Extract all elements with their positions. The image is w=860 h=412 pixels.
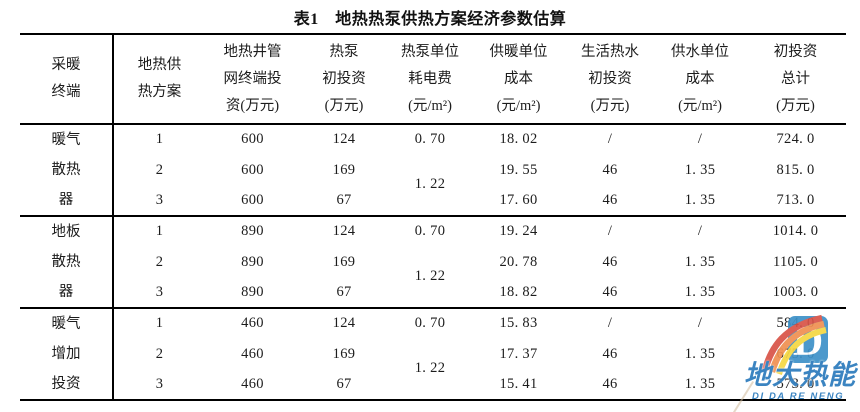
cell-scheme: 3 [155, 376, 164, 392]
cell-heating-cost: 15. 83 [499, 315, 538, 331]
cell-scheme: 3 [155, 192, 164, 208]
table-row: 3 890 67 18. 82 46 1. 35 1003. 0 [20, 278, 846, 308]
cell-heating-cost: 17. 37 [499, 345, 538, 362]
cell-pump-investment: 124 [332, 223, 356, 239]
cell-water-cost: 1. 35 [684, 284, 716, 300]
cell-hot-water-investment: / [607, 315, 613, 331]
table-row: 2 460 169 1. 22 17. 37 46 1. 35 675. 0 [20, 338, 846, 377]
table-row: 2 890 169 1. 22 20. 78 46 1. 35 1105. 0 [20, 246, 846, 285]
table-row: 暖气 增加 投资 1 460 124 0. 70 15. 83 / / 584.… [20, 308, 846, 400]
table-row: 地板 散热 器 1 890 124 0. 70 19. 24 / / 1014.… [20, 216, 846, 308]
cell-hot-water-investment: 46 [602, 161, 618, 178]
cell-scheme: 2 [155, 161, 164, 178]
cell-hot-water-investment: 46 [602, 253, 618, 270]
cell-hot-water-investment: 46 [602, 376, 618, 392]
cell-scheme: 2 [155, 253, 164, 270]
cell-water-cost: 1. 35 [684, 192, 716, 208]
cell-scheme: 1 [155, 315, 164, 331]
cell-hot-water-investment: 46 [602, 192, 618, 208]
cell-heating-cost: 18. 82 [499, 284, 538, 300]
cell-water-cost: / [697, 315, 703, 331]
cell-scheme: 1 [155, 223, 164, 239]
cell-water-cost: 1. 35 [684, 345, 716, 362]
group-radiator-heating: 暖气 散热 器 1 600 124 0. 70 18. 02 / / 724. … [20, 124, 846, 216]
group-radiator-added-investment: 暖气 增加 投资 1 460 124 0. 70 15. 83 / / 584.… [20, 308, 846, 400]
cell-pump-investment: 169 [332, 345, 356, 362]
cell-electricity-cost: 0. 70 [414, 223, 446, 239]
cell-scheme: 2 [155, 345, 164, 362]
cell-well-investment: 460 [241, 376, 264, 392]
header-heating-unit-cost: 供暖单位 成本 (元/m²) [489, 43, 548, 114]
cell-terminal: 暖气 增加 投资 [20, 308, 114, 400]
cell-total-investment: 815. 0 [776, 161, 815, 178]
cell-well-investment: 890 [241, 284, 264, 300]
logo-chinese-text: 地大热能 [744, 360, 856, 390]
cell-electricity-cost: 1. 22 [414, 268, 446, 284]
cell-total-investment: 573. 0 [776, 376, 815, 392]
cell-hot-water-investment: / [607, 131, 613, 147]
cell-total-investment: 1003. 0 [772, 284, 819, 300]
cell-heating-cost: 15. 41 [499, 376, 538, 392]
cell-well-investment: 460 [241, 345, 264, 362]
table-row: 2 600 169 1. 22 19. 55 46 1. 35 815. 0 [20, 154, 846, 193]
cell-well-investment: 600 [241, 161, 264, 178]
group-floor-heating: 地板 散热 器 1 890 124 0. 70 19. 24 / / 1014.… [20, 216, 846, 308]
cell-terminal: 暖气 散热 器 [20, 124, 114, 216]
cell-heating-cost: 19. 24 [499, 223, 538, 239]
cell-water-cost: / [697, 223, 703, 239]
header-well-network-investment: 地热井管 网终端投 资(万元) [223, 43, 282, 114]
cell-electricity-cost: 0. 70 [414, 315, 446, 331]
cell-terminal: 地板 散热 器 [20, 216, 114, 308]
cell-heating-cost: 17. 60 [499, 192, 538, 208]
cell-pump-investment: 169 [332, 161, 356, 178]
cell-heating-cost: 20. 78 [499, 253, 538, 270]
cell-well-investment: 460 [241, 315, 264, 331]
cell-pump-investment: 67 [336, 376, 352, 392]
table-header: 采暖 终端 地热供 热方案 地热井管 网终端投 资(万元) 热泵 初投资 (万元… [20, 34, 846, 124]
table-row: 3 600 67 17. 60 46 1. 35 713. 0 [20, 186, 846, 216]
cell-hot-water-investment: 46 [602, 345, 618, 362]
cell-electricity-cost: 1. 22 [414, 176, 446, 192]
header-pump-electricity-cost: 热泵单位 耗电费 (元/m²) [401, 43, 459, 114]
cell-pump-investment: 124 [332, 131, 356, 147]
cell-total-investment: 1014. 0 [772, 223, 819, 239]
cell-water-cost: 1. 35 [684, 376, 716, 392]
table-row: 暖气 散热 器 1 600 124 0. 70 18. 02 / / 724. … [20, 124, 846, 216]
cell-pump-investment: 169 [332, 253, 356, 270]
cell-water-cost: / [697, 131, 703, 147]
cell-hot-water-investment: / [607, 223, 613, 239]
header-total-investment: 初投资 总计 (万元) [773, 43, 818, 114]
cell-heating-cost: 19. 55 [499, 161, 538, 178]
cell-water-cost: 1. 35 [684, 253, 716, 270]
table-title: 表1 地热热泵供热方案经济参数估算 [293, 11, 567, 28]
cell-heating-cost: 18. 02 [499, 131, 538, 147]
cell-scheme: 3 [155, 284, 164, 300]
cell-water-cost: 1. 35 [684, 161, 716, 178]
header-water-unit-cost: 供水单位 成本 (元/m²) [671, 43, 729, 114]
cell-well-investment: 890 [241, 223, 264, 239]
cell-hot-water-investment: 46 [602, 284, 618, 300]
cell-pump-investment: 67 [336, 192, 352, 208]
cell-electricity-cost: 1. 22 [414, 360, 446, 376]
header-pump-investment: 热泵 初投资 (万元) [322, 43, 366, 114]
cell-total-investment: 724. 0 [776, 131, 815, 147]
cell-well-investment: 890 [241, 253, 264, 270]
cell-scheme: 1 [155, 131, 164, 147]
didareneng-logo-watermark: D 地大热能 DI DA RE NENG [738, 308, 860, 412]
cell-well-investment: 600 [241, 192, 264, 208]
table-row: 3 460 67 15. 41 46 1. 35 573. 0 [20, 370, 846, 400]
logo-pinyin-text: DI DA RE NENG [752, 391, 845, 402]
cell-pump-investment: 67 [336, 284, 352, 300]
header-hot-water-investment: 生活热水 初投资 (万元) [581, 43, 639, 114]
economic-parameters-table: 采暖 终端 地热供 热方案 地热井管 网终端投 资(万元) 热泵 初投资 (万元… [20, 33, 846, 401]
cell-electricity-cost: 0. 70 [414, 131, 446, 147]
cell-total-investment: 713. 0 [776, 192, 815, 208]
cell-pump-investment: 124 [332, 315, 356, 331]
cell-total-investment: 1105. 0 [772, 253, 819, 270]
header-heating-terminal: 采暖 终端 [20, 34, 114, 124]
cell-well-investment: 600 [241, 131, 264, 147]
header-geothermal-scheme: 地热供 热方案 [137, 57, 182, 100]
logo-d-rainbow-icon: D [761, 314, 828, 375]
